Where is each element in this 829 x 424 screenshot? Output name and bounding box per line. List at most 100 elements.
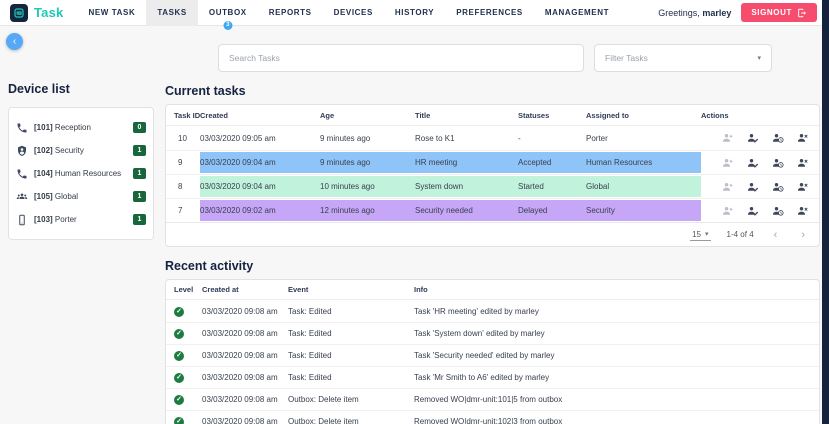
person-edit-icon[interactable] bbox=[747, 205, 759, 217]
recent-activity-header: Level Created at Event Info bbox=[166, 280, 819, 300]
current-tasks-header: Task ID Created Age Title Statuses Assig… bbox=[166, 105, 819, 126]
chevron-left-icon: ‹ bbox=[774, 229, 778, 241]
col-event: Event bbox=[288, 285, 414, 294]
list-item[interactable]: ✓ 03/03/2020 09:08 am Task: Edited Task … bbox=[166, 366, 819, 388]
page-size-select[interactable]: 15 ▾ bbox=[690, 229, 710, 241]
list-item[interactable]: ✓ 03/03/2020 09:08 am Task: Edited Task … bbox=[166, 344, 819, 366]
nav-item[interactable]: HISTORY bbox=[384, 0, 445, 26]
filter-tasks-select[interactable]: Filter Tasks ▾ bbox=[594, 44, 772, 72]
task-age-cell: 10 minutes ago bbox=[320, 175, 415, 198]
person-edit-icon[interactable] bbox=[747, 132, 759, 144]
person-remove-icon[interactable] bbox=[797, 157, 809, 169]
device-list-item[interactable]: [102] Security 1 bbox=[16, 139, 146, 162]
activity-created-cell: 03/03/2020 09:08 am bbox=[202, 373, 288, 382]
prev-page-button[interactable]: ‹ bbox=[770, 229, 782, 241]
next-page-button[interactable]: › bbox=[797, 229, 809, 241]
person-clock-icon[interactable] bbox=[772, 181, 784, 193]
activity-event-cell: Outbox: Delete item bbox=[288, 417, 414, 424]
task-age-cell: 9 minutes ago bbox=[320, 126, 415, 150]
nav-item-label: MANAGEMENT bbox=[545, 8, 609, 17]
current-tasks-table: Task ID Created Age Title Statuses Assig… bbox=[165, 104, 820, 247]
col-created-at: Created at bbox=[202, 285, 288, 294]
app-logo[interactable]: Task bbox=[10, 4, 63, 22]
table-row[interactable]: 10 03/03/2020 09:05 am 9 minutes ago Ros… bbox=[166, 126, 819, 150]
task-created-cell: 03/03/2020 09:05 am bbox=[200, 126, 320, 150]
list-item[interactable]: ✓ 03/03/2020 09:08 am Task: Edited Task … bbox=[166, 322, 819, 344]
table-row[interactable]: 8 03/03/2020 09:04 am 10 minutes ago Sys… bbox=[166, 174, 819, 198]
nav-item-label: REPORTS bbox=[269, 8, 312, 17]
col-assigned-to: Assigned to bbox=[586, 111, 701, 120]
nav-item[interactable]: DEVICES bbox=[323, 0, 384, 26]
nav-item[interactable]: MANAGEMENT bbox=[534, 0, 620, 26]
person-clock-icon[interactable] bbox=[772, 132, 784, 144]
task-actions-cell bbox=[701, 132, 819, 144]
device-list-item[interactable]: [104] Human Resources 1 bbox=[16, 162, 146, 185]
check-circle-icon: ✓ bbox=[174, 417, 184, 424]
device-list-item[interactable]: [105] Global 1 bbox=[16, 185, 146, 208]
nav-item[interactable]: TASKS bbox=[146, 0, 198, 26]
nav-item[interactable]: NEW TASK bbox=[77, 0, 146, 26]
task-created-cell: 03/03/2020 09:04 am bbox=[200, 151, 320, 174]
task-title-cell: Rose to K1 bbox=[415, 126, 518, 150]
device-list-title: Device list bbox=[8, 82, 154, 96]
sidebar-collapse-button[interactable]: ‹ bbox=[6, 33, 23, 50]
check-circle-icon: ✓ bbox=[174, 307, 184, 317]
activity-created-cell: 03/03/2020 09:08 am bbox=[202, 351, 288, 360]
task-assigned-cell: Human Resources bbox=[586, 151, 701, 174]
table-row[interactable]: 9 03/03/2020 09:04 am 9 minutes ago HR m… bbox=[166, 150, 819, 174]
device-id: [101] bbox=[34, 123, 53, 132]
nav-item-label: OUTBOX bbox=[209, 8, 247, 17]
activity-level-cell: ✓ bbox=[166, 306, 202, 317]
task-actions-cell bbox=[701, 205, 819, 217]
nav-item[interactable]: REPORTS bbox=[258, 0, 323, 26]
search-input[interactable] bbox=[218, 44, 584, 72]
chevron-down-icon: ▾ bbox=[757, 54, 761, 62]
activity-info-cell: Removed WO|dmr-unit:101|5 from outbox bbox=[414, 395, 819, 404]
nav-item[interactable]: OUTBOX 3 bbox=[198, 0, 258, 26]
task-created-cell: 03/03/2020 09:02 am bbox=[200, 199, 320, 222]
col-created: Created bbox=[200, 111, 320, 120]
task-id-cell: 10 bbox=[166, 134, 200, 143]
device-label: [105] Global bbox=[34, 192, 78, 201]
list-item[interactable]: ✓ 03/03/2020 09:08 am Outbox: Delete ite… bbox=[166, 410, 819, 424]
table-row[interactable]: 7 03/03/2020 09:02 am 12 minutes ago Sec… bbox=[166, 198, 819, 222]
col-info: Info bbox=[414, 285, 819, 294]
activity-event-cell: Task: Edited bbox=[288, 329, 414, 338]
current-tasks-body: 10 03/03/2020 09:05 am 9 minutes ago Ros… bbox=[166, 126, 819, 222]
check-circle-icon: ✓ bbox=[174, 395, 184, 405]
activity-event-cell: Outbox: Delete item bbox=[288, 395, 414, 404]
person-remove-icon[interactable] bbox=[797, 132, 809, 144]
list-item[interactable]: ✓ 03/03/2020 09:08 am Task: Edited Task … bbox=[166, 300, 819, 322]
person-add-icon[interactable] bbox=[722, 132, 734, 144]
nav-item[interactable]: PREFERENCES bbox=[445, 0, 534, 26]
person-add-icon[interactable] bbox=[722, 205, 734, 217]
page-size-value: 15 bbox=[692, 230, 701, 239]
user-greeting: Greetings, marley bbox=[658, 8, 731, 18]
person-clock-icon[interactable] bbox=[772, 157, 784, 169]
task-status-cell: - bbox=[518, 126, 586, 150]
device-label: [103] Porter bbox=[34, 215, 77, 224]
person-edit-icon[interactable] bbox=[747, 181, 759, 193]
person-clock-icon[interactable] bbox=[772, 205, 784, 217]
device-list-item[interactable]: [103] Porter 1 bbox=[16, 208, 146, 231]
person-edit-icon[interactable] bbox=[747, 157, 759, 169]
activity-level-cell: ✓ bbox=[166, 372, 202, 383]
person-add-icon[interactable] bbox=[722, 157, 734, 169]
signout-button[interactable]: SIGNOUT bbox=[741, 3, 817, 22]
person-add-icon[interactable] bbox=[722, 181, 734, 193]
col-age: Age bbox=[320, 111, 415, 120]
filter-label: Filter Tasks bbox=[605, 53, 648, 63]
person-remove-icon[interactable] bbox=[797, 181, 809, 193]
pagination-range: 1-4 of 4 bbox=[727, 230, 754, 239]
device-label: [102] Security bbox=[34, 146, 84, 155]
main-content: Filter Tasks ▾ Current tasks Task ID Cre… bbox=[165, 36, 820, 424]
nav-item-label: PREFERENCES bbox=[456, 8, 523, 17]
activity-event-cell: Task: Edited bbox=[288, 373, 414, 382]
device-list-item[interactable]: [101] Reception 0 bbox=[16, 116, 146, 139]
device-count-badge: 1 bbox=[133, 145, 146, 156]
list-item[interactable]: ✓ 03/03/2020 09:08 am Outbox: Delete ite… bbox=[166, 388, 819, 410]
device-count-badge: 0 bbox=[133, 122, 146, 133]
app-logo-icon bbox=[10, 4, 28, 22]
greeting-prefix: Greetings, bbox=[658, 8, 700, 18]
person-remove-icon[interactable] bbox=[797, 205, 809, 217]
